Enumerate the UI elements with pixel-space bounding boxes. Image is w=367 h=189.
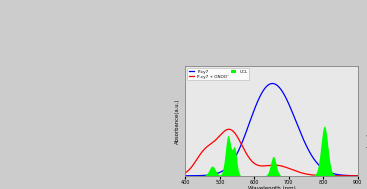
Y-axis label: UCNP Emission(a.u.): UCNP Emission(a.u.): [365, 94, 367, 148]
Legend: P-cy7, P-cy7 + ONOO⁻, UCL: P-cy7, P-cy7 + ONOO⁻, UCL: [188, 68, 249, 80]
X-axis label: Wavelength (nm): Wavelength (nm): [248, 186, 295, 189]
Y-axis label: Absorbance(a.u.): Absorbance(a.u.): [175, 98, 180, 144]
